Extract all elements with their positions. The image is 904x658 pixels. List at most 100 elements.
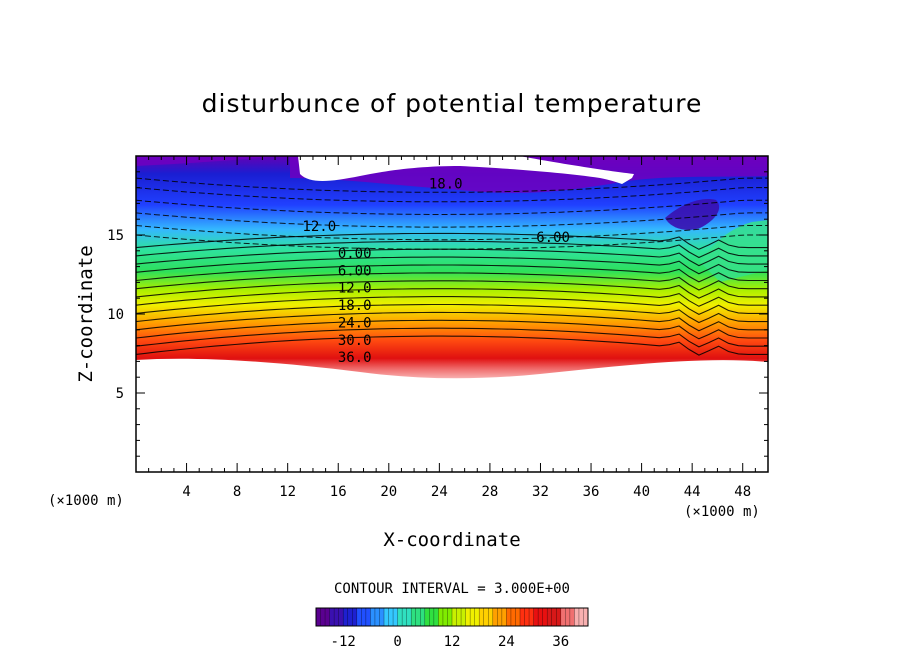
contour-label: 0.00	[338, 246, 372, 262]
contour-interval-label: CONTOUR INTERVAL = 3.000E+00	[334, 581, 570, 597]
colorbar-cell	[524, 608, 530, 626]
colorbar-tick-label: -12	[331, 634, 356, 650]
contour-line	[136, 303, 768, 324]
chart-title: disturbunce of potential temperature	[202, 89, 703, 118]
contour-label: 12.0	[338, 281, 372, 297]
colorbar-cell	[320, 608, 326, 626]
contour-line	[136, 264, 768, 283]
contour-label: 12.0	[302, 219, 336, 235]
colorbar-cell	[483, 608, 489, 626]
colorbar-cell	[461, 608, 466, 626]
contour-line-negative	[136, 177, 768, 193]
colorbar-cell	[465, 608, 471, 626]
colorbar-cell	[574, 608, 580, 626]
contour-line-negative	[136, 225, 768, 241]
colorbar-cell	[356, 608, 362, 626]
colorbar-cell	[438, 608, 444, 626]
colorbar-cell	[388, 608, 394, 626]
x-ticks: 4 8 12 16 20 24 28 32 36 40 44 48	[148, 156, 756, 500]
colorbar-cell	[551, 608, 557, 626]
x-tick-label: 40	[633, 484, 650, 500]
contour-line	[136, 240, 768, 259]
colorbar-cell	[488, 608, 494, 626]
colorbar-cell	[406, 608, 412, 626]
colorbar-cell	[569, 608, 575, 626]
contour-line-negative	[136, 234, 768, 250]
colorbar-cell	[347, 608, 353, 626]
colorbar-cell	[560, 608, 566, 626]
colorbar-cell	[470, 608, 475, 626]
contour-label: 18.0	[338, 298, 372, 314]
contour-line-negative	[136, 199, 768, 215]
colorbar-cell	[556, 608, 562, 626]
colorbar-cell	[343, 608, 349, 626]
x-tick-label: 20	[380, 484, 397, 500]
contour-line-negative	[136, 187, 768, 203]
white-notch-left	[298, 156, 634, 184]
x-tick-label: 48	[734, 484, 751, 500]
x-tick-label: 8	[233, 484, 241, 500]
colorbar-cell	[547, 608, 553, 626]
colorbar-cell	[379, 608, 385, 626]
contour-line	[136, 288, 768, 307]
colorbar-cell	[338, 608, 344, 626]
colorbar-cell	[565, 608, 571, 626]
colorbar-cell	[352, 608, 358, 626]
x-tick-label: 12	[279, 484, 296, 500]
contour-line	[136, 232, 768, 250]
colorbar-cell	[365, 608, 371, 626]
colorbar-cell	[452, 608, 457, 626]
contour-label: 6.00	[338, 263, 372, 279]
colorbar-cell	[402, 608, 407, 626]
y-ticks: 5 10 15	[107, 171, 768, 457]
colorbar-cell	[370, 608, 376, 626]
colorbar-cell	[384, 608, 389, 626]
contour-line	[136, 272, 768, 291]
x-tick-label: 4	[182, 484, 190, 500]
colorbar-ticks: -12 0 12 24 36	[331, 634, 570, 650]
colorbar-cell	[325, 608, 330, 626]
x-tick-label: 16	[330, 484, 347, 500]
colorbar-cell	[506, 608, 512, 626]
colorbar-cell	[429, 608, 435, 626]
x-tick-label: 36	[583, 484, 600, 500]
colorbar-cell	[515, 608, 521, 626]
contour-line	[136, 311, 768, 332]
colorbar-cell	[578, 608, 584, 626]
x-unit-right: (×1000 m)	[684, 504, 760, 520]
colorbar-cell	[456, 608, 462, 626]
colorbar-cell	[542, 608, 548, 626]
contour-label: 30.0	[338, 333, 372, 349]
x-tick-label: 44	[684, 484, 701, 500]
colorbar-cell	[411, 608, 417, 626]
y-axis-label: Z-coordinate	[75, 245, 97, 382]
colorbar-cell	[510, 608, 516, 626]
upper-violet-layer	[136, 156, 768, 193]
dark-blob	[665, 199, 720, 230]
x-unit-left: (×1000 m)	[48, 493, 124, 509]
contour-line	[136, 296, 768, 316]
colorbar-frame	[315, 607, 589, 627]
contour-lines	[136, 177, 768, 356]
contour-line	[136, 335, 768, 356]
x-tick-label: 32	[532, 484, 549, 500]
contour-label: 18.0	[429, 176, 463, 192]
contour-label: 24.0	[338, 315, 372, 331]
colorbar-cell	[492, 608, 498, 626]
colorbar-cell	[538, 608, 543, 626]
colorbar-cell	[583, 608, 589, 626]
colorbar-cell	[447, 608, 453, 626]
colorbar-cell	[533, 608, 539, 626]
colorbar-cell	[420, 608, 426, 626]
contour-line	[136, 319, 768, 340]
colorbar-cell	[316, 608, 321, 626]
contour-line	[136, 327, 768, 348]
colorbar-cell	[529, 608, 534, 626]
colorbar-cell	[474, 608, 480, 626]
y-tick-label: 5	[116, 386, 124, 402]
colorbar-cell	[397, 608, 403, 626]
colorbar-cell	[329, 608, 335, 626]
colorbar	[315, 607, 589, 627]
